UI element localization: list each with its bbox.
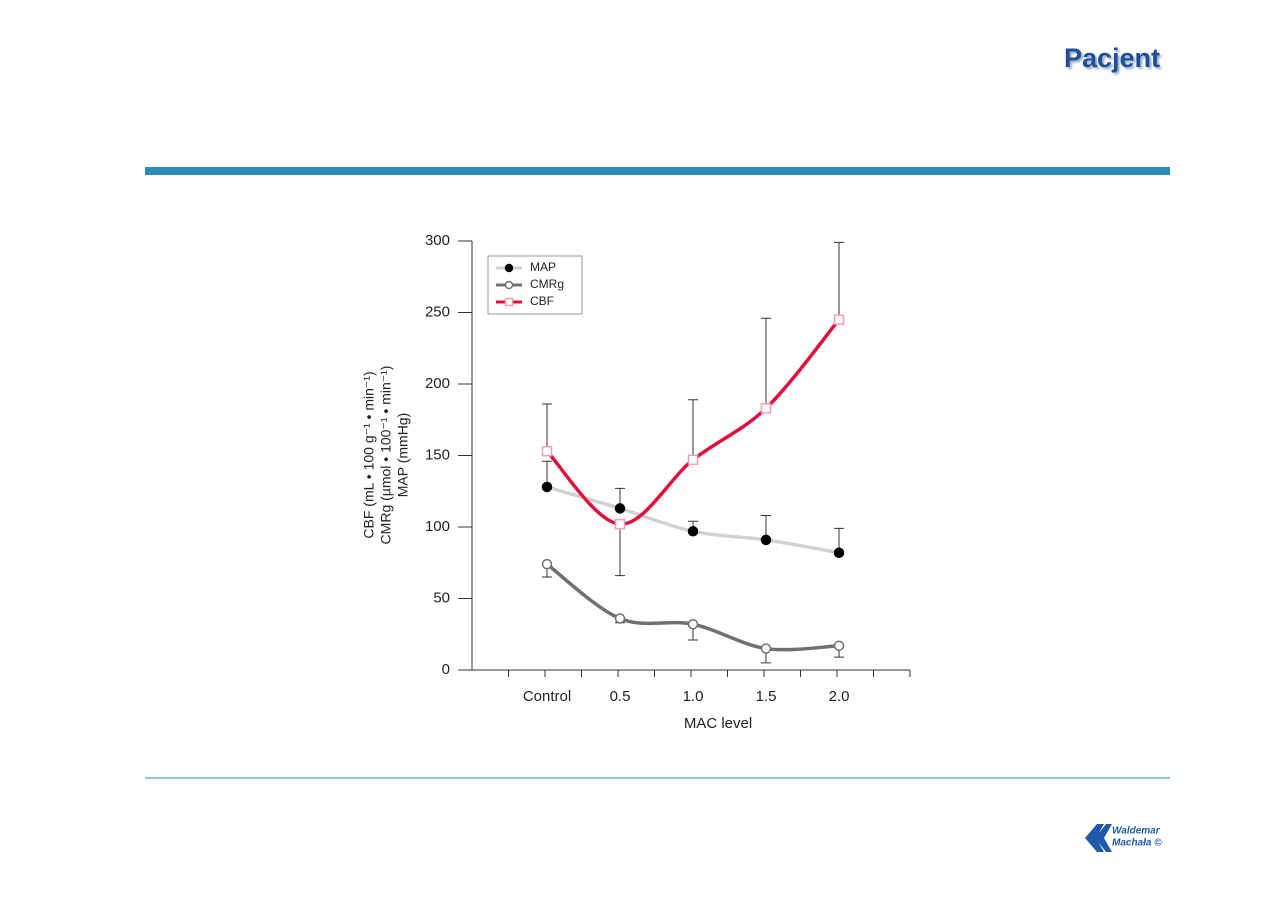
x-tick-label: 1.0 <box>683 688 704 705</box>
x-tick-label: 2.0 <box>829 688 850 705</box>
data-point <box>614 503 626 514</box>
data-point <box>687 618 699 630</box>
y-tick-label: 300 <box>425 232 450 249</box>
logo-text: Machała © <box>1112 838 1162 849</box>
legend-label: MAP <box>530 260 556 274</box>
logo-icon <box>1085 824 1112 852</box>
x-tick-label: Control <box>523 688 571 705</box>
series-line <box>546 485 840 555</box>
data-point <box>541 481 553 493</box>
y-axis-label: CBF (mL • 100 g⁻¹ • min⁻¹) <box>361 371 377 538</box>
y-tick-label: 100 <box>425 518 450 535</box>
data-point <box>687 454 699 466</box>
legend-label: CBF <box>530 294 554 308</box>
data-point <box>760 643 772 654</box>
error-bar <box>615 524 625 577</box>
data-point <box>541 558 553 570</box>
legend-label: CMRg <box>530 277 564 291</box>
error-bar <box>834 241 844 320</box>
logo: Waldemar Machała © <box>1085 824 1162 852</box>
x-tick-label: 0.5 <box>610 688 631 705</box>
data-point <box>833 314 845 325</box>
y-tick-label: 50 <box>433 589 450 606</box>
y-tick-label: 250 <box>425 303 450 320</box>
legend-marker <box>504 263 514 273</box>
y-tick-label: 150 <box>425 446 450 463</box>
data-point <box>614 613 626 624</box>
x-tick-label: 1.5 <box>756 688 777 705</box>
error-bar <box>542 403 552 452</box>
data-point <box>687 526 699 537</box>
y-axis-label: MAP (mmHg) <box>395 413 411 498</box>
error-bar <box>688 399 698 460</box>
title-bar <box>145 167 1170 175</box>
legend-marker <box>504 280 514 290</box>
logo-text: Waldemar <box>1112 826 1161 837</box>
x-axis-label: MAC level <box>684 715 752 732</box>
slide-title: Pacjent <box>1064 43 1160 73</box>
data-point <box>541 445 553 457</box>
y-axis-label: CMRg (µmol • 100⁻¹ • min⁻¹) <box>378 366 394 545</box>
y-tick-label: 0 <box>442 661 450 678</box>
data-point <box>833 640 845 651</box>
y-tick-label: 200 <box>425 375 450 392</box>
error-bar <box>761 317 771 409</box>
data-point <box>760 534 772 546</box>
data-point <box>833 547 845 558</box>
legend-marker <box>504 297 514 307</box>
data-point <box>614 518 626 530</box>
chart: MAC level CBF (mL • 100 g⁻¹ • min⁻¹) CMR… <box>361 232 911 732</box>
data-point <box>760 403 772 414</box>
